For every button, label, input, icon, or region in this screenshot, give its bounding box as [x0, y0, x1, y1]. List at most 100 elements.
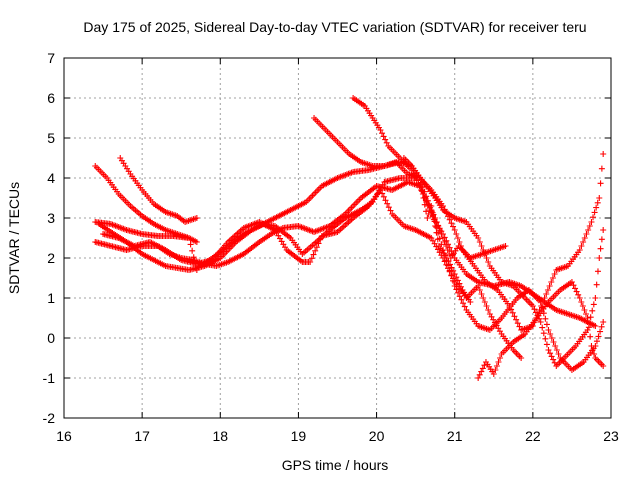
y-tick-label: 4 — [47, 170, 55, 186]
data-point — [475, 235, 482, 241]
y-tick-label: 7 — [47, 50, 55, 66]
data-point — [456, 239, 463, 245]
data-point — [548, 335, 555, 341]
x-tick-label: 16 — [56, 428, 72, 444]
data-point — [541, 295, 548, 301]
data-point — [387, 207, 394, 214]
data-point — [187, 241, 194, 248]
data-point — [551, 271, 558, 277]
data-point — [596, 195, 603, 201]
data-point — [590, 301, 597, 308]
data-point — [593, 338, 600, 345]
data-point — [483, 255, 490, 261]
series-track-7 — [311, 115, 607, 333]
data-point — [587, 314, 594, 321]
x-tick-label: 19 — [291, 428, 307, 444]
data-point — [426, 207, 433, 213]
data-point — [307, 259, 314, 265]
y-axis-label: SDTVAR / TECUs — [6, 182, 22, 294]
data-point — [588, 343, 595, 349]
data-point — [593, 204, 600, 211]
data-point — [598, 323, 605, 330]
data-point — [576, 295, 583, 301]
data-point — [485, 307, 492, 313]
data-point — [584, 315, 591, 321]
data-point — [448, 220, 455, 227]
data-point — [380, 133, 387, 140]
data-point — [384, 200, 391, 207]
data-point — [423, 197, 430, 204]
data-point — [493, 363, 500, 369]
data-point — [476, 287, 483, 293]
data-point — [495, 359, 502, 365]
data-point — [544, 287, 551, 293]
chart-title: Day 175 of 2025, Sidereal Day-to-day VTE… — [83, 19, 586, 35]
data-point — [600, 319, 607, 325]
data-point — [432, 223, 439, 229]
data-point — [531, 306, 538, 313]
data-point — [543, 341, 550, 348]
y-tick-label: -2 — [43, 410, 56, 426]
data-point — [548, 353, 555, 360]
data-point — [446, 268, 453, 275]
data-point — [313, 244, 320, 251]
data-point — [478, 368, 485, 375]
data-point — [186, 235, 193, 241]
data-point — [315, 240, 322, 247]
data-point — [476, 371, 483, 378]
series-track-6 — [100, 187, 525, 361]
data-point — [576, 247, 583, 253]
data-point — [545, 327, 552, 333]
data-point — [581, 307, 588, 313]
data-point — [430, 216, 437, 223]
data-point — [457, 283, 464, 290]
data-point — [445, 258, 452, 265]
data-point — [453, 231, 460, 237]
data-point — [438, 231, 445, 237]
x-tick-label: 23 — [603, 428, 619, 444]
data-point — [481, 299, 488, 305]
data-point — [547, 331, 554, 337]
data-point — [550, 339, 557, 345]
data-point — [542, 315, 549, 322]
data-point — [585, 227, 592, 233]
data-point — [483, 303, 490, 309]
data-point — [485, 259, 492, 265]
data-point — [441, 239, 448, 245]
x-tick-label: 17 — [134, 428, 150, 444]
data-point — [545, 347, 552, 353]
y-tick-label: -1 — [43, 370, 56, 386]
data-point — [600, 227, 607, 233]
x-tick-label: 18 — [212, 428, 228, 444]
data-point — [425, 211, 432, 217]
data-point — [550, 356, 557, 363]
data-point — [450, 223, 457, 230]
data-point — [579, 303, 586, 309]
data-point — [542, 335, 549, 342]
data-point — [480, 295, 487, 301]
data-point — [453, 274, 460, 281]
data-point — [591, 209, 598, 216]
data-point — [476, 239, 483, 245]
data-point — [588, 219, 595, 225]
data-point — [379, 190, 386, 197]
axis-ticks — [63, 57, 612, 419]
y-tick-label: 5 — [47, 130, 55, 146]
data-point — [549, 275, 556, 281]
data-point — [514, 320, 521, 327]
data-point — [385, 204, 392, 211]
data-point — [478, 291, 485, 297]
data-point — [598, 165, 605, 172]
data-point — [450, 251, 457, 258]
data-point — [447, 261, 454, 268]
data-point — [511, 313, 518, 320]
data-point — [443, 243, 450, 249]
data-point — [547, 350, 554, 357]
data-point — [456, 293, 463, 300]
data-point — [317, 236, 324, 243]
series-track-11 — [400, 155, 474, 305]
data-point — [539, 324, 546, 331]
data-point — [529, 323, 536, 329]
data-point — [575, 291, 582, 298]
data-point — [548, 279, 555, 285]
